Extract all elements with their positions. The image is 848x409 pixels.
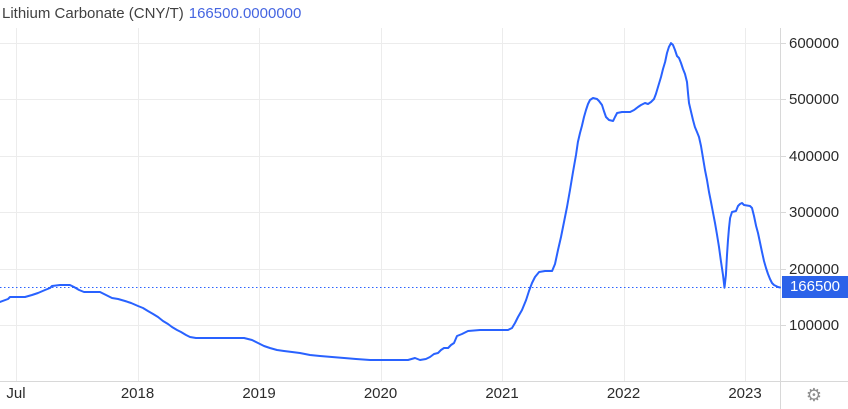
current-price-value: 166500.0000000 xyxy=(188,5,302,22)
chart-title: Lithium Carbonate (CNY/T) xyxy=(2,5,184,22)
chart-header: Lithium Carbonate (CNY/T) 166500.0000000 xyxy=(2,5,301,22)
current-price-badge: 166500 xyxy=(782,276,848,298)
settings-gear-icon[interactable]: ⚙ xyxy=(805,385,823,406)
price-line xyxy=(0,42,781,361)
